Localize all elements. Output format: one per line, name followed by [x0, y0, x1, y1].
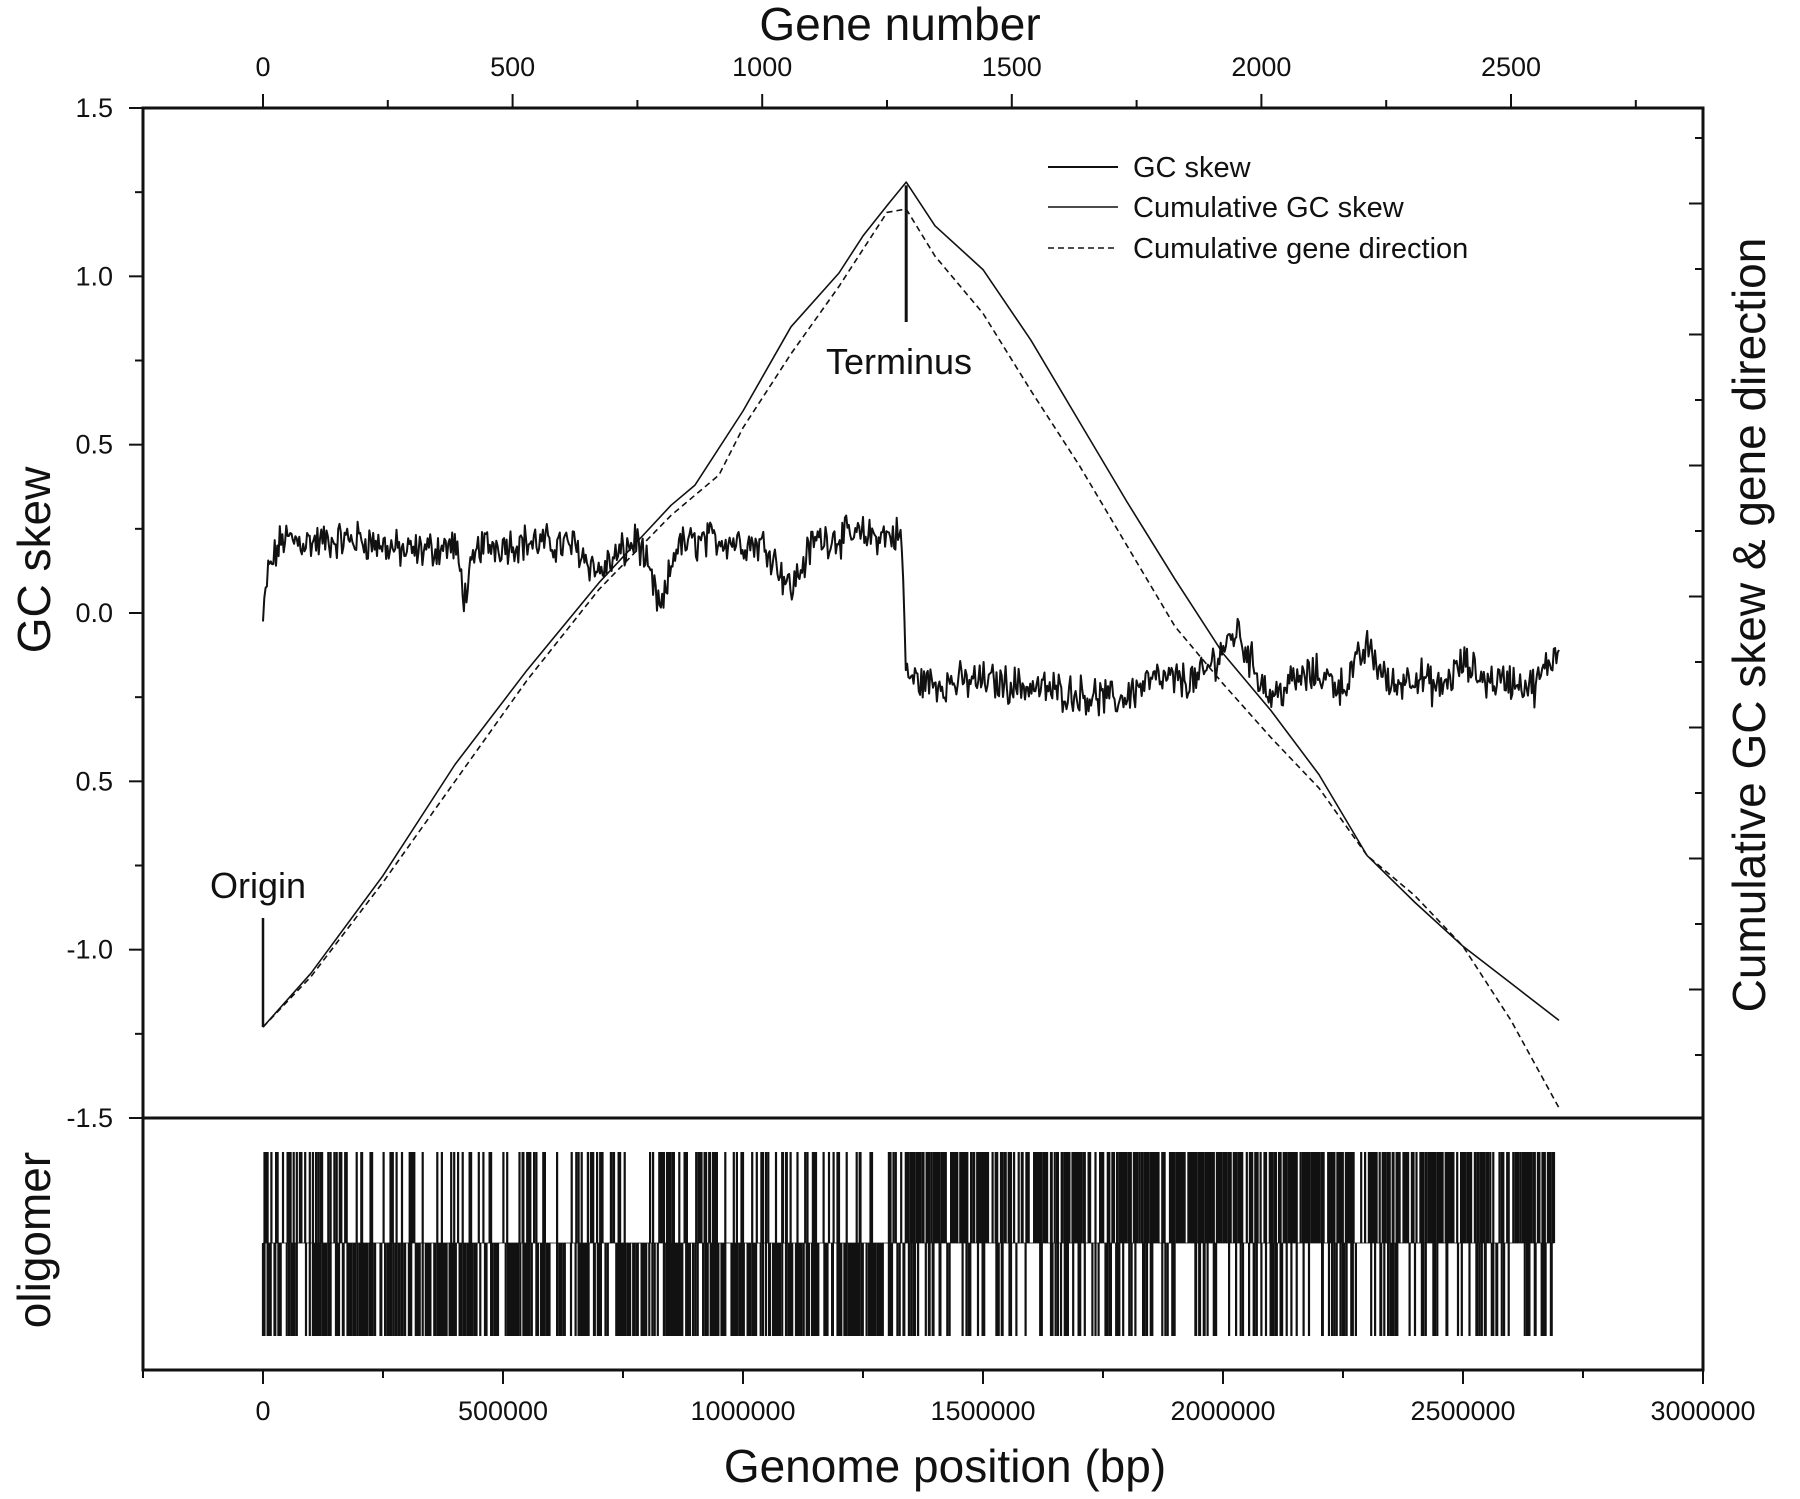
- legend-label-cumulative-gc-skew: Cumulative GC skew: [1133, 192, 1405, 224]
- y-left-tick-label: 1.0: [75, 261, 113, 291]
- x-bottom-tick-label: 3000000: [1650, 1396, 1755, 1426]
- main-plot-frame: [141, 106, 1705, 1120]
- oligomer-upper-strand-bars: [263, 1152, 1556, 1243]
- x-bottom-tick-label: 2500000: [1410, 1396, 1515, 1426]
- x-bottom-tick-label: 0: [255, 1396, 270, 1426]
- y-left-tick-label: 1.5: [75, 93, 113, 123]
- series-cumulative-gc-skew: [262, 181, 1560, 1028]
- x-bottom-tick-label: 1000000: [690, 1396, 795, 1426]
- x-top-tick-label: 0: [255, 52, 270, 82]
- y-left-tick-label: -1.5: [66, 1103, 113, 1133]
- annotation-origin: Origin: [210, 865, 306, 906]
- x-top-tick-label: 1000: [732, 52, 792, 82]
- oligomer-axis-title: oligomer: [8, 1152, 60, 1328]
- x-top-tick-label: 2000: [1231, 52, 1291, 82]
- x-top-axis-title: Gene number: [759, 0, 1040, 50]
- legend-label-cumulative-gene-direction: Cumulative gene direction: [1133, 233, 1468, 265]
- y-left-axis-title: GC skew: [8, 466, 60, 653]
- axis-tick-labels: 0 500000 1000000 1500000 2000000 2500000 30000…: [66, 52, 1755, 1426]
- y-left-tick-label: 0.5: [75, 430, 113, 460]
- x-bottom-tick-label: 500000: [458, 1396, 548, 1426]
- annotation-terminus: Terminus: [826, 341, 972, 382]
- y-left-tick-label: 0.0: [75, 598, 113, 628]
- oligomer-panel-frame: [141, 1116, 1705, 1372]
- x-bottom-tick-label: 1500000: [930, 1396, 1035, 1426]
- x-top-tick-label: 500: [490, 52, 535, 82]
- legend-label-gc-skew: GC skew: [1133, 152, 1252, 184]
- oligomer-lower-strand-bars: [261, 1243, 1553, 1336]
- y-left-tick-label: -1.0: [66, 935, 113, 965]
- series-cumulative-gene-direction: [262, 208, 1560, 1109]
- y-right-axis-title: Cumulative GC skew & gene direction: [1723, 238, 1775, 1013]
- x-bottom-tick-label: 2000000: [1170, 1396, 1275, 1426]
- series-lines: [262, 181, 1560, 1109]
- axis-ticks: [129, 94, 1704, 1384]
- annotation-markers: [261, 185, 908, 1028]
- y-left-tick-label: 0.5: [75, 766, 113, 796]
- x-top-tick-label: 1500: [982, 52, 1042, 82]
- legend: GC skew Cumulative GC skew Cumulative ge…: [1048, 152, 1468, 265]
- x-top-tick-label: 2500: [1481, 52, 1541, 82]
- oligomer-track: [261, 1152, 1556, 1336]
- series-gc-skew: [262, 514, 1560, 717]
- x-bottom-axis-title: Genome position (bp): [724, 1440, 1166, 1492]
